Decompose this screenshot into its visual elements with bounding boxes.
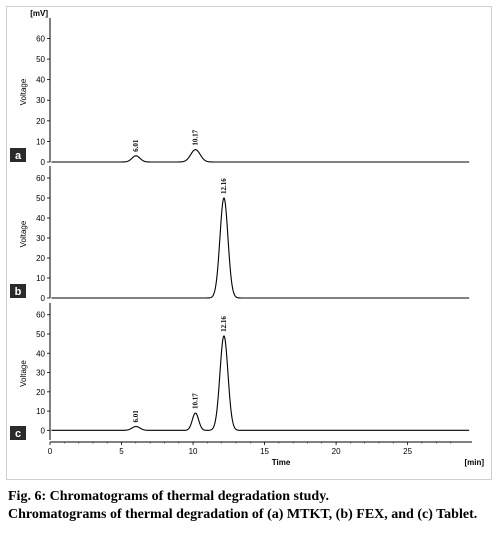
x-tick-label: 5 (119, 447, 124, 456)
y-tick-label: 40 (36, 214, 45, 223)
x-tick-label: 20 (332, 447, 341, 456)
y-tick-label: 10 (36, 137, 45, 146)
caption-title: Fig. 6: Chromatograms of thermal degrada… (8, 489, 329, 504)
y-tick-label: 0 (41, 158, 46, 167)
y-tick-label: 10 (36, 407, 45, 416)
y-axis-label: Voltage (19, 220, 28, 247)
peak-label: 6.01 (132, 410, 140, 423)
chromatogram-trace (51, 197, 470, 299)
peak-label: 6.01 (132, 139, 140, 152)
x-tick-label: 25 (403, 447, 412, 456)
panel-label-box (10, 284, 26, 298)
chromatogram-trace (51, 149, 470, 163)
chromatogram-figure: 0102030405060Voltage[mV]a6.0110.17010203… (10, 9, 484, 467)
x-tick-label: 10 (189, 447, 198, 456)
y-tick-label: 60 (36, 34, 45, 43)
y-tick-label: 30 (36, 369, 45, 378)
y-tick-label: 0 (41, 294, 46, 303)
y-tick-label: 0 (41, 426, 46, 435)
caption-body: Chromatograms of thermal degradation of … (8, 507, 478, 522)
y-tick-label: 20 (36, 117, 45, 126)
peak-label: 12.16 (220, 316, 228, 332)
figure-caption: Fig. 6: Chromatograms of thermal degrada… (8, 488, 496, 524)
x-tick-label: 15 (260, 447, 269, 456)
y-tick-label: 10 (36, 274, 45, 283)
y-tick-label: 20 (36, 254, 45, 263)
figure-frame (6, 6, 492, 480)
chromatogram-trace (51, 335, 470, 431)
x-axis-label: Time (272, 458, 291, 467)
panel-label-box (10, 148, 26, 162)
y-tick-label: 40 (36, 76, 45, 85)
y-axis-label: Voltage (19, 78, 28, 105)
y-tick-label: 30 (36, 96, 45, 105)
y-tick-label: 50 (36, 55, 45, 64)
y-tick-label: 40 (36, 349, 45, 358)
y-tick-label: 60 (36, 311, 45, 320)
peak-label: 10.17 (191, 129, 199, 145)
panel-label: c (15, 428, 21, 440)
x-unit-label: [min] (464, 458, 484, 467)
panel-label-box (10, 426, 26, 440)
y-tick-label: 30 (36, 234, 45, 243)
y-axis-label: Voltage (19, 360, 28, 387)
y-unit-label: [mV] (30, 9, 48, 18)
panel-label: a (15, 150, 22, 162)
y-tick-label: 50 (36, 194, 45, 203)
x-tick-label: 0 (48, 447, 53, 456)
y-tick-label: 60 (36, 174, 45, 183)
y-tick-label: 50 (36, 330, 45, 339)
peak-label: 10.17 (191, 393, 199, 409)
panel-label: b (15, 286, 22, 298)
peak-label: 12.16 (220, 178, 228, 194)
y-tick-label: 20 (36, 388, 45, 397)
